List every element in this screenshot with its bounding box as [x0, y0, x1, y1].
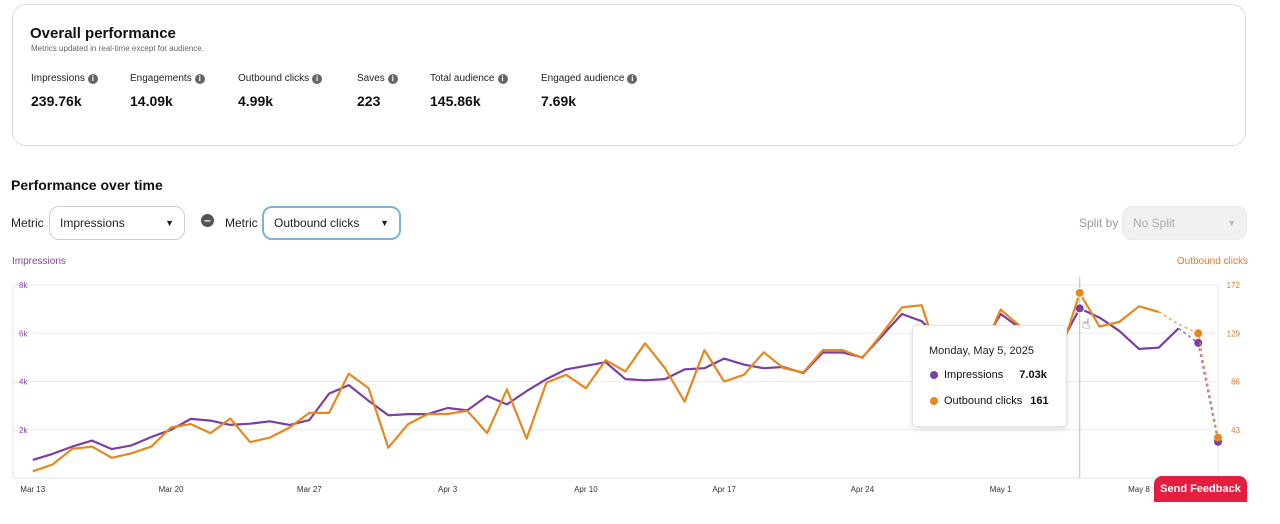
metric-label: Impressions — [31, 73, 85, 84]
metric-value: 223 — [357, 93, 381, 109]
x-tick-label: Mar 20 — [159, 485, 184, 494]
metric-select-value: Impressions — [60, 216, 125, 230]
info-icon[interactable]: i — [497, 73, 508, 84]
tooltip-label: Outbound clicks — [944, 395, 1023, 407]
metric-outbound-clicks: Outbound clicks i 4.99k — [238, 73, 323, 109]
right-tick-label: 43 — [1231, 426, 1240, 435]
remove-metric-icon[interactable]: – — [201, 214, 214, 227]
tooltip-value: 161 — [1030, 395, 1049, 407]
x-tick-label: Mar 13 — [20, 485, 45, 494]
x-tick-label: May 8 — [1128, 485, 1150, 494]
projected-line — [1158, 311, 1219, 438]
tooltip-value: 7.03k — [1019, 369, 1047, 381]
x-tick-label: Apr 3 — [438, 485, 458, 494]
chevron-down-icon: ▼ — [1227, 218, 1236, 228]
metric-label-1: Metric — [11, 216, 44, 230]
metric-value: 4.99k — [238, 93, 274, 109]
right-axis-title: Outbound clicks — [1176, 256, 1248, 267]
metric-select-impressions[interactable]: Impressions ▼ — [49, 206, 185, 240]
metric-saves: Saves i 223 — [357, 73, 398, 109]
tooltip-row-outbound-clicks: Outbound clicks 161 — [930, 395, 1049, 407]
split-by-value: No Split — [1133, 216, 1176, 230]
left-tick-label: 8k — [19, 281, 28, 290]
highlight-point — [1074, 287, 1085, 298]
info-icon[interactable]: i — [87, 73, 98, 84]
x-tick-label: May 1 — [990, 485, 1012, 494]
split-by-label: Split by — [1079, 216, 1119, 230]
x-tick-label: Mar 27 — [297, 485, 322, 494]
performance-over-time-title: Performance over time — [11, 177, 163, 193]
split-by-select[interactable]: No Split ▼ — [1122, 206, 1247, 240]
chart-tooltip: Monday, May 5, 2025 Impressions 7.03k Ou… — [912, 325, 1067, 427]
performance-chart[interactable]: 8k 6k 4k 2k 172 129 86 43 Mar 13 Mar 20 Mar 27 Apr … — [0, 270, 1280, 502]
metric-value: 239.76k — [31, 93, 82, 109]
metric-engaged-audience: Engaged audience i 7.69k — [541, 73, 638, 109]
projected-point — [1194, 329, 1203, 338]
chevron-down-icon: ▼ — [165, 218, 174, 228]
projected-point — [1214, 433, 1222, 442]
overall-performance-subtitle: Metrics updated in real-time except for … — [31, 44, 204, 53]
left-tick-label: 6k — [19, 329, 28, 338]
left-tick-label: 2k — [19, 426, 28, 435]
metric-impressions: Impressions i 239.76k — [31, 73, 98, 109]
metric-label-2: Metric — [225, 216, 258, 230]
info-icon[interactable]: i — [194, 73, 205, 84]
left-tick-label: 4k — [19, 378, 28, 387]
metric-select-value: Outbound clicks — [274, 216, 360, 230]
metric-label: Saves — [357, 73, 385, 84]
metric-total-audience: Total audience i 145.86k — [430, 73, 508, 109]
metric-label: Engagements — [130, 73, 192, 84]
outbound-dot-icon — [930, 397, 938, 405]
right-tick-label: 86 — [1231, 378, 1240, 387]
x-tick-label: Apr 17 — [712, 485, 736, 494]
tooltip-date: Monday, May 5, 2025 — [929, 345, 1034, 357]
overall-performance-card: Overall performance Metrics updated in r… — [12, 4, 1246, 146]
metric-engagements: Engagements i 14.09k — [130, 73, 205, 109]
metric-value: 7.69k — [541, 93, 577, 109]
tooltip-row-impressions: Impressions 7.03k — [930, 369, 1047, 381]
x-tick-label: Apr 10 — [574, 485, 598, 494]
info-icon[interactable]: i — [627, 73, 638, 84]
right-tick-label: 172 — [1227, 281, 1241, 290]
right-tick-label: 129 — [1227, 329, 1241, 338]
projected-point — [1194, 338, 1203, 347]
metric-label: Outbound clicks — [238, 73, 310, 84]
overall-performance-title: Overall performance — [30, 25, 176, 42]
impressions-dot-icon — [930, 371, 938, 379]
info-icon[interactable]: i — [312, 73, 323, 84]
metric-label: Engaged audience — [541, 73, 625, 84]
chevron-down-icon: ▼ — [380, 218, 389, 228]
metric-label: Total audience — [430, 73, 495, 84]
metric-select-outbound-clicks[interactable]: Outbound clicks ▼ — [262, 206, 401, 240]
metric-value: 145.86k — [430, 93, 481, 109]
info-icon[interactable]: i — [387, 73, 398, 84]
left-axis-title: Impressions — [12, 256, 66, 267]
tooltip-label: Impressions — [944, 369, 1004, 381]
send-feedback-button[interactable]: Send Feedback — [1154, 476, 1247, 502]
cursor-hand-icon: ☝ — [1082, 316, 1091, 332]
x-tick-label: Apr 24 — [851, 485, 875, 494]
metric-value: 14.09k — [130, 93, 173, 109]
